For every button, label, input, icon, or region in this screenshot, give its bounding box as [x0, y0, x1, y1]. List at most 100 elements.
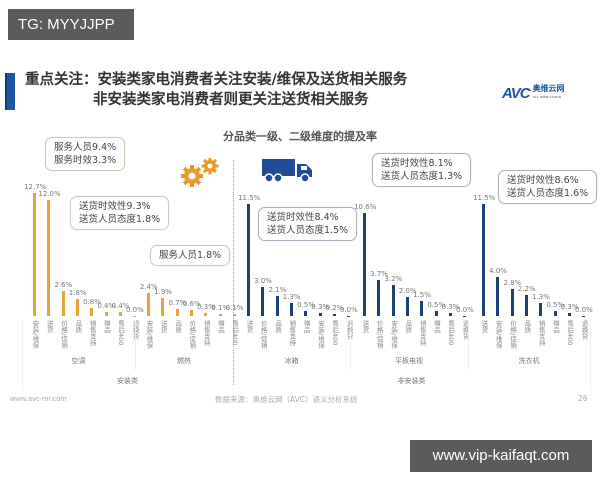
x-tick-label: 品质	[73, 320, 82, 333]
callout-line: 送货人员态度1.8%	[79, 214, 161, 225]
title-line-2: 非安装类家电消费者则更关注送货相关服务	[93, 92, 369, 108]
bar	[147, 292, 150, 316]
x-tick-label: 售后400	[116, 320, 125, 346]
bar	[175, 309, 179, 316]
group-divider	[468, 320, 469, 370]
x-tick-label: 销售支持	[202, 320, 211, 346]
bar	[363, 213, 366, 316]
x-tick-label: 送货	[45, 320, 54, 333]
data-label: 0.3%	[560, 303, 579, 312]
data-label: 3.7%	[370, 270, 388, 279]
data-label: 0.0%	[339, 305, 358, 314]
x-tick-label: 赠品	[102, 320, 111, 333]
super-group-label: 安装类	[117, 377, 138, 385]
x-tick-label: 价格/促销	[259, 320, 268, 349]
footer-source: 数据来源：奥维云网（AVC）语义分析系统	[215, 395, 358, 404]
x-tick-label: 安装/维保	[494, 320, 503, 349]
x-tick-label: 赠品	[216, 320, 225, 333]
bar	[304, 311, 308, 316]
callout-line: 送货人员态度1.5%	[267, 225, 349, 236]
data-label: 11.5%	[473, 194, 496, 203]
x-tick-label: 送货	[361, 320, 369, 333]
group-label: 平板电视	[395, 357, 423, 365]
group-divider	[350, 320, 351, 370]
data-label: 0.1%	[211, 304, 230, 312]
callout-line: 送货人员态度1.6%	[507, 188, 589, 199]
data-label: 12.7%	[24, 182, 47, 191]
super-group-label: 非安装类	[397, 377, 426, 385]
data-label: 1.3%	[532, 293, 550, 302]
bar	[553, 311, 557, 316]
bar	[247, 204, 250, 316]
data-label: 1.8%	[68, 288, 87, 297]
data-label: 12.0%	[38, 189, 61, 198]
x-tick-label: 品质	[273, 320, 282, 333]
bar	[524, 294, 528, 316]
x-tick-label: 品质	[173, 320, 182, 333]
bar	[47, 199, 51, 316]
x-tick-label: 送货	[159, 320, 168, 333]
bar	[510, 288, 514, 316]
callout-line: 送货人员态度1.3%	[381, 171, 463, 182]
data-label: 4.0%	[489, 267, 507, 276]
data-label: 2.4%	[139, 282, 158, 291]
x-tick-label: 销售支持	[88, 320, 97, 346]
data-label: 0.3%	[311, 303, 330, 312]
footer-website: www.avc-mr.com	[10, 394, 67, 403]
x-tick-label: 价格/促销	[375, 320, 384, 349]
avc-logo: AVC 奥维云网 ALL VIEW CLOUD	[502, 84, 565, 102]
gear-icon	[181, 158, 219, 187]
callout-tv-delivery: 送货时效性8.1% 送货人员态度1.3%	[372, 153, 472, 187]
watermark-bottom: www.vip-kaifaqt.com	[410, 440, 592, 472]
data-label: 2.6%	[54, 280, 73, 289]
group-label: 空调	[71, 357, 86, 365]
x-tick-label: 安装/维保	[31, 320, 39, 349]
data-label: 0.3%	[197, 303, 215, 312]
bar	[33, 192, 36, 316]
x-tick-label: 安装/维保	[389, 320, 398, 349]
data-label: 0.8%	[83, 298, 101, 307]
x-tick-label: 售后400	[565, 320, 574, 346]
bar	[75, 298, 79, 316]
bar	[448, 313, 452, 316]
title-accent-bar	[5, 73, 15, 110]
bar	[347, 315, 351, 316]
data-label: 0.4%	[111, 302, 130, 311]
logo-en: ALL VIEW CLOUD	[532, 95, 562, 99]
bar	[275, 295, 279, 316]
data-label: 0.0%	[125, 305, 144, 314]
group-label: 洗衣机	[518, 357, 540, 365]
bar	[539, 303, 543, 316]
chart-title: 分品类一级、二级维度的提及率	[223, 130, 377, 143]
bar	[463, 315, 467, 316]
data-label: 0.5%	[427, 301, 446, 310]
bar	[204, 313, 208, 316]
bar	[118, 312, 122, 316]
bar	[567, 313, 571, 316]
logo-cn-text: 奥维云网	[532, 84, 565, 93]
bar	[405, 296, 409, 316]
chart-border	[590, 320, 591, 390]
bar	[582, 315, 586, 316]
callout-line: 送货时效性8.1%	[381, 158, 453, 169]
callout-line: 送货时效性8.6%	[507, 175, 579, 186]
bar	[289, 303, 293, 316]
x-tick-label: 退换货	[461, 320, 470, 340]
page-number: 26	[578, 394, 588, 403]
bar	[161, 297, 165, 316]
callout-line: 服务时效3.3%	[54, 155, 117, 166]
truck-icon	[262, 159, 312, 183]
bar	[496, 277, 500, 316]
bar	[189, 310, 193, 316]
x-tick-label: 送货	[245, 320, 253, 333]
bar	[90, 308, 94, 316]
bar	[261, 286, 265, 316]
data-label: 0.4%	[97, 302, 116, 311]
data-label: 3.2%	[384, 274, 403, 283]
x-tick-label: 价格/促销	[59, 320, 68, 349]
x-tick-label: 退换货	[345, 320, 354, 340]
data-label: 2.0%	[398, 286, 417, 295]
data-label: 2.1%	[268, 285, 287, 294]
bar	[420, 301, 424, 316]
